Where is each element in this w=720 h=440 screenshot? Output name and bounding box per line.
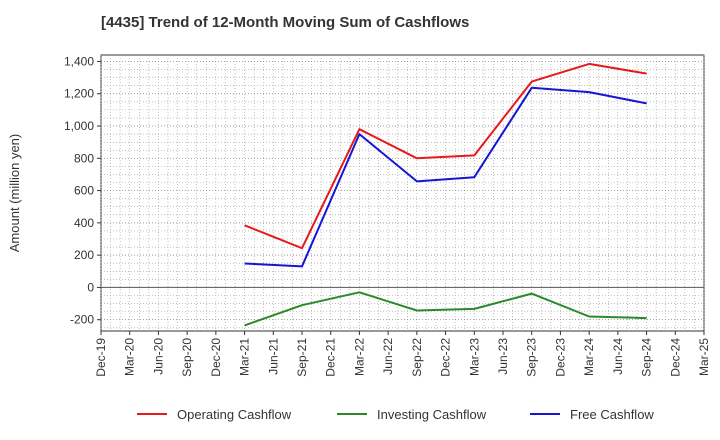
grid-layer [100,54,705,332]
y-tick-label: 1,200 [64,87,94,101]
y-axis-label: Amount (million yen) [7,134,22,253]
y-tick-label: 200 [74,248,94,262]
y-tick-label: 1,000 [64,119,94,133]
x-tick-label: Dec-24 [668,338,682,377]
legend-label: Operating Cashflow [177,407,292,422]
y-tick-label: 600 [74,184,94,198]
x-tick-label: Mar-24 [582,338,596,376]
x-tick-label: Dec-20 [209,338,223,377]
x-tick-label: Jun-23 [496,338,510,375]
series-line-investing-cashflow [244,291,647,327]
legend-layer: Operating Cashflow Investing Cashflow Free… [137,407,654,422]
legend-label: Free Cashflow [570,407,654,422]
x-tick-label: Jun-21 [266,338,280,375]
legend-label: Investing Cashflow [377,407,487,422]
x-tick-label: Jun-24 [611,338,625,375]
series-line-free-cashflow [244,86,647,268]
x-tick-label: Sep-20 [180,338,194,377]
y-tick-label: 1,400 [64,54,94,68]
axis-layer: -200 0 200 400 600 800 1,000 1,200 1,400 Dec-19 Ma… [7,54,711,376]
y-tick-label: -200 [70,313,94,327]
x-tick-label: Dec-19 [94,338,108,377]
x-tick-label: Mar-20 [123,338,137,376]
x-tick-label: Jun-22 [381,338,395,375]
x-tick-label: Mar-21 [238,338,252,376]
x-tick-label: Mar-25 [697,338,711,376]
x-tick-label: Dec-21 [324,338,338,377]
series-line-operating-cashflow [244,62,647,250]
x-tick-label: Mar-22 [352,338,366,376]
x-tick-label: Sep-24 [640,338,654,377]
x-tick-label: Dec-23 [553,338,567,377]
x-tick-label: Sep-23 [525,338,539,377]
series-layer [244,62,647,327]
x-tick-label: Sep-22 [410,338,424,377]
x-tick-label: Jun-20 [151,338,165,375]
y-tick-label: 0 [87,280,94,294]
y-tick-label: 800 [74,151,94,165]
x-tick-label: Sep-21 [295,338,309,377]
x-tick-label: Dec-22 [439,338,453,377]
x-tick-label: Mar-23 [467,338,481,376]
y-tick-label: 400 [74,216,94,230]
chart-title: [4435] Trend of 12-Month Moving Sum of C… [101,14,470,31]
